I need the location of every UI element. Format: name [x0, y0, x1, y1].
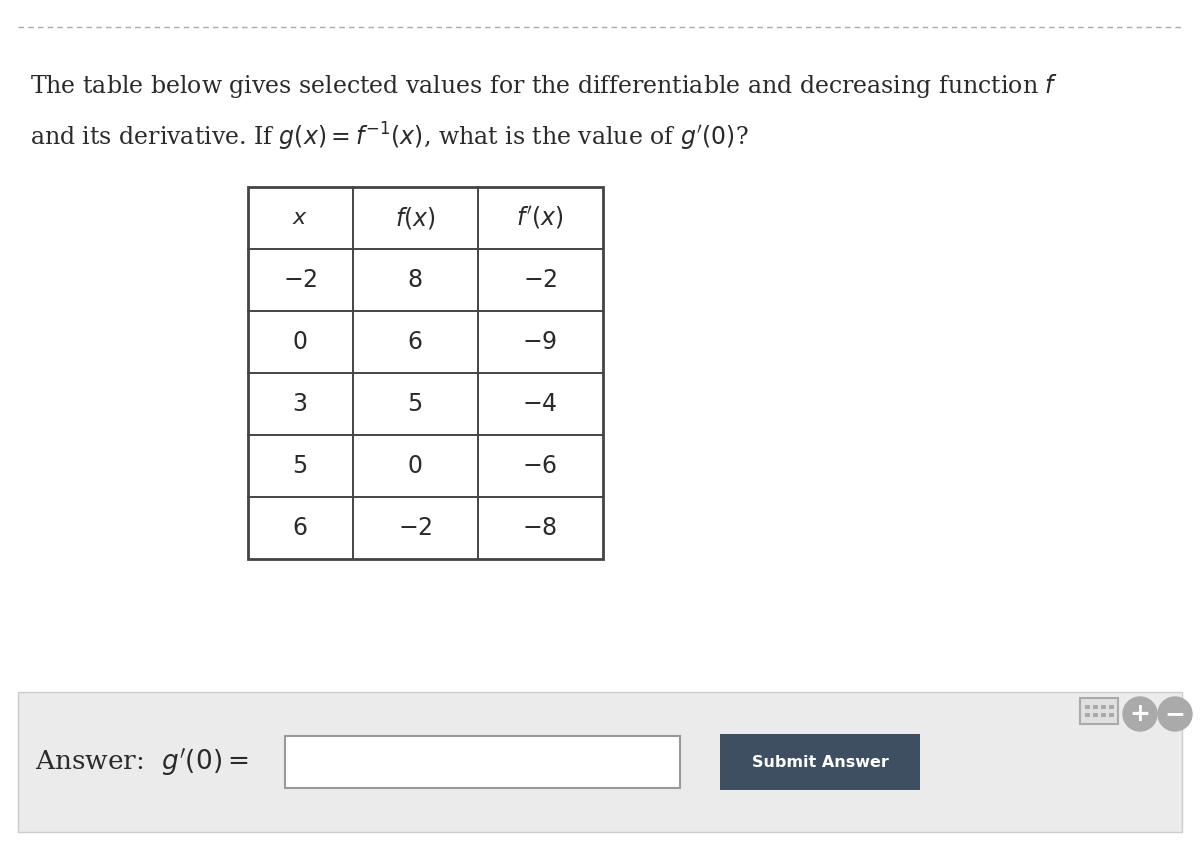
Text: $-4$: $-4$ [522, 392, 558, 416]
Text: $8$: $8$ [407, 268, 422, 291]
Text: $3$: $3$ [293, 392, 307, 416]
Text: $-2$: $-2$ [283, 268, 317, 291]
Bar [1102, 713, 1106, 717]
Bar [1109, 705, 1114, 709]
Text: $-9$: $-9$ [522, 330, 558, 353]
Text: $-6$: $-6$ [522, 455, 558, 478]
Bar [1093, 713, 1098, 717]
Text: +: + [1129, 702, 1151, 726]
Bar [720, 734, 920, 790]
Text: $x$: $x$ [292, 207, 308, 229]
Circle shape [1123, 697, 1157, 731]
Bar [18, 692, 1182, 832]
Text: $f(x)$: $f(x)$ [395, 205, 436, 231]
Bar [248, 187, 604, 559]
Bar [1102, 705, 1106, 709]
Bar [286, 736, 680, 788]
Text: Submit Answer: Submit Answer [751, 755, 888, 770]
Text: Answer:  $g'(0) =$: Answer: $g'(0) =$ [35, 746, 248, 778]
Text: and its derivative. If $g(x) = f^{-1}(x)$, what is the value of $g'(0)$?: and its derivative. If $g(x) = f^{-1}(x)… [30, 121, 749, 153]
Text: −: − [1164, 702, 1186, 726]
Text: $5$: $5$ [293, 455, 307, 478]
Text: $f'(x)$: $f'(x)$ [516, 205, 564, 231]
Text: $-2$: $-2$ [523, 268, 557, 291]
Text: $6$: $6$ [407, 330, 422, 353]
Bar [1085, 713, 1090, 717]
Text: $5$: $5$ [408, 392, 422, 416]
Text: $6$: $6$ [293, 517, 307, 540]
Bar [1085, 705, 1090, 709]
Text: The table below gives selected values for the differentiable and decreasing func: The table below gives selected values fo… [30, 72, 1058, 100]
Bar [1080, 698, 1118, 724]
Text: $0$: $0$ [407, 455, 422, 478]
Text: $0$: $0$ [293, 330, 307, 353]
Bar [1093, 705, 1098, 709]
Text: $-8$: $-8$ [522, 517, 558, 540]
Bar [1109, 713, 1114, 717]
Circle shape [1158, 697, 1192, 731]
Text: $-2$: $-2$ [397, 517, 432, 540]
